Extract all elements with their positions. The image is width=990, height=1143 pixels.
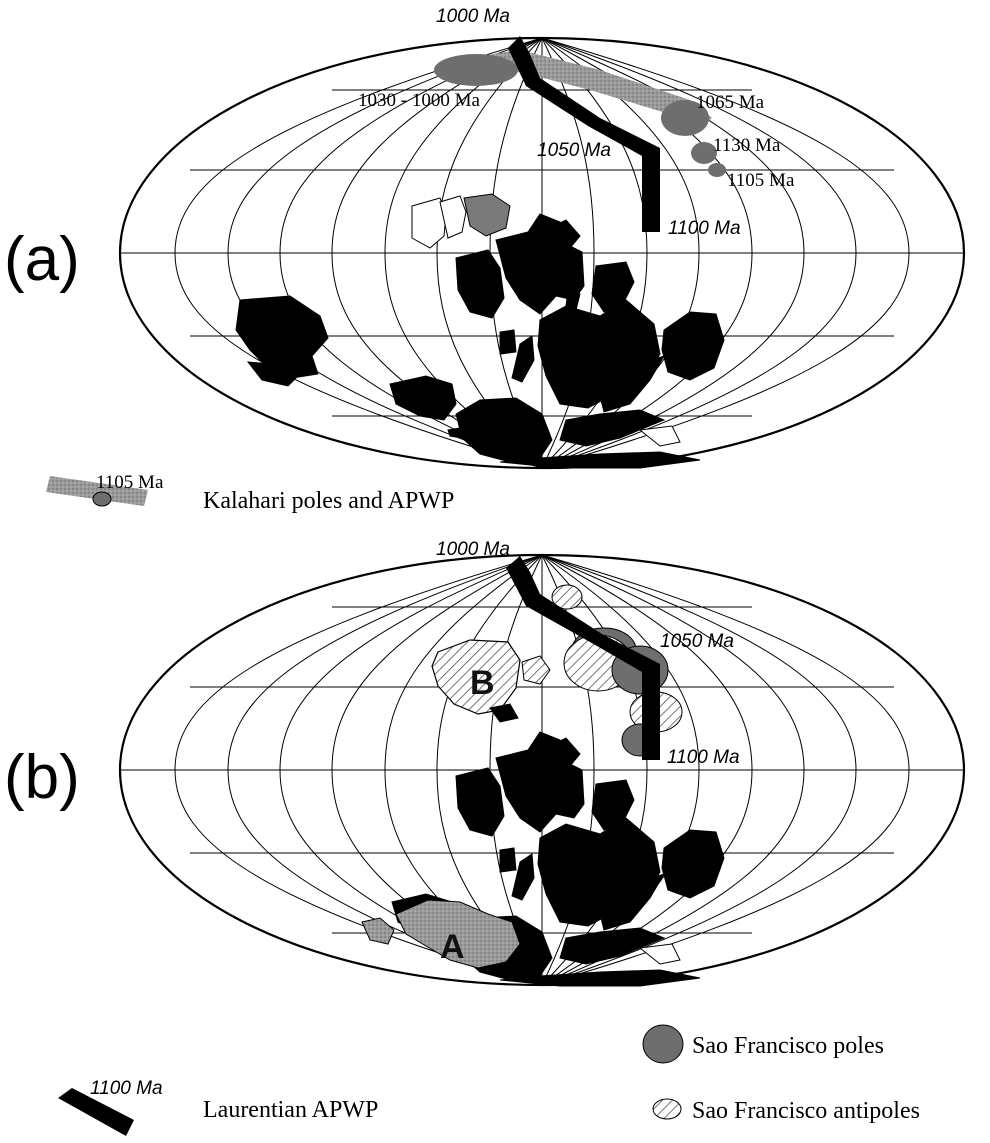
legend-sf-antipoles-text: Sao Francisco antipoles <box>692 1098 920 1124</box>
laurentia-apwp-a <box>508 36 660 232</box>
laurentia-age-1050-a: 1050 Ma <box>537 140 611 161</box>
legend-bottom: Sao Francisco poles Sao Francisco antipo… <box>58 1024 920 1136</box>
kalahari-apwp-a <box>434 50 726 177</box>
kalahari-pole-1130 <box>691 142 717 164</box>
continents-a <box>235 193 725 469</box>
panel-a: (a) 1000 Ma 1050 Ma 1100 Ma 1030 - 1000 … <box>4 6 966 470</box>
laurentia-apwp-b <box>506 556 660 760</box>
laurentia-age-1000-b: 1000 Ma <box>436 539 510 560</box>
legend-kalahari-text: Kalahari poles and APWP <box>203 488 454 514</box>
kalahari-label-1105: 1105 Ma <box>727 170 795 191</box>
legend-kalahari-pole-symbol <box>92 491 112 507</box>
laurentia-age-1000-a: 1000 Ma <box>436 6 510 27</box>
legend-sf-pole-symbol <box>642 1024 684 1064</box>
kalahari-label-1030-1000: 1030 - 1000 Ma <box>358 90 480 111</box>
legend-sf-poles-text: Sao Francisco poles <box>692 1033 884 1059</box>
legend-sf-antipole-symbol <box>652 1098 682 1120</box>
kalahari-label-1130: 1130 Ma <box>713 135 781 156</box>
panel-b: B A (b) 1000 Ma 1050 Ma 1100 Ma <box>4 539 966 987</box>
panel-b-letter: (b) <box>4 743 80 812</box>
legend-laurentia-sample-age: 1100 Ma <box>90 1078 163 1099</box>
legend-laurentia-text: Laurentian APWP <box>203 1097 378 1123</box>
legend-laurentia-apwp-symbol <box>58 1088 134 1136</box>
laurentia-age-1050-b: 1050 Ma <box>660 631 734 652</box>
continents-b <box>361 639 725 987</box>
block-b-label: B <box>470 664 495 702</box>
laurentia-age-1100-b: 1100 Ma <box>667 747 740 768</box>
legend-kalahari: 1105 Ma Kalahari poles and APWP <box>46 472 454 514</box>
block-a-label: A <box>440 928 465 966</box>
panel-a-letter: (a) <box>4 225 80 294</box>
legend-kalahari-sample-age: 1105 Ma <box>96 472 164 493</box>
kalahari-pole-1065 <box>661 100 709 136</box>
kalahari-pole-1030-1000 <box>434 54 518 86</box>
laurentia-age-1100-a: 1100 Ma <box>668 218 741 239</box>
kalahari-label-1065: 1065 Ma <box>696 92 765 113</box>
sf-antipole-1 <box>551 584 583 610</box>
block-a-shape <box>395 899 521 969</box>
kalahari-pole-1105 <box>708 163 726 177</box>
